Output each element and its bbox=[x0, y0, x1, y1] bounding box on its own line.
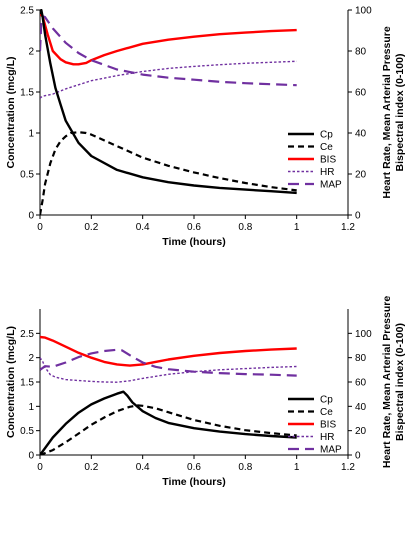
x-tick-label: 1.2 bbox=[341, 222, 355, 233]
y2-tick-label: 80 bbox=[355, 47, 367, 58]
y2-axis-title-line2: Bispectral index (0-100) bbox=[394, 323, 406, 441]
y-axis-title: Concentration (mcg/L) bbox=[5, 326, 17, 438]
series-line-cp bbox=[40, 9, 297, 195]
y2-axis-title-line1: Heart Rate, Mean Arterial Pressure bbox=[381, 26, 393, 199]
y2-tick-label: 60 bbox=[355, 378, 367, 389]
series-line-ce bbox=[40, 131, 297, 215]
x-tick-label: 0.2 bbox=[84, 222, 98, 233]
y-tick-label: 1 bbox=[28, 129, 34, 140]
x-tick-label: 0.6 bbox=[187, 462, 201, 473]
x-tick-label: 0.8 bbox=[238, 462, 252, 473]
y2-tick-label: 60 bbox=[355, 88, 367, 99]
legend-label-ce: Ce bbox=[320, 142, 333, 153]
y2-tick-label: 0 bbox=[355, 211, 361, 222]
y-tick-label: 2 bbox=[28, 353, 34, 364]
x-tick-label: 0.4 bbox=[136, 462, 150, 473]
y2-axis-title-line2: Bispectral index (0-100) bbox=[394, 54, 406, 172]
y2-tick-label: 100 bbox=[355, 6, 372, 17]
series-line-hr bbox=[40, 60, 297, 99]
legend-label-hr: HR bbox=[320, 432, 334, 443]
series-line-ce bbox=[40, 404, 297, 455]
legend-label-ce: Ce bbox=[320, 407, 333, 418]
x-axis-title: Time (hours) bbox=[162, 476, 225, 488]
y-tick-label: 1 bbox=[28, 402, 34, 413]
series-line-hr bbox=[40, 357, 297, 383]
y-tick-label: 0 bbox=[28, 211, 34, 222]
y-tick-label: 0.5 bbox=[20, 170, 34, 181]
series-line-bis bbox=[40, 13, 297, 66]
x-tick-label: 0.2 bbox=[84, 462, 98, 473]
x-tick-label: 0 bbox=[37, 222, 43, 233]
x-tick-label: 0.6 bbox=[187, 222, 201, 233]
y-tick-label: 1.5 bbox=[20, 88, 34, 99]
y2-axis-title-line1: Heart Rate, Mean Arterial Pressure bbox=[381, 296, 393, 469]
legend-label-map: MAP bbox=[320, 445, 342, 456]
y-tick-label: 0.5 bbox=[20, 426, 34, 437]
chart-panel-1: 0 0.2 0.4 0.6 0.8 1 1.200.511.522.502040608010… bbox=[5, 6, 406, 249]
x-tick-label: 0.4 bbox=[136, 222, 150, 233]
y2-tick-label: 40 bbox=[355, 129, 367, 140]
series-line-map bbox=[40, 348, 297, 377]
y-tick-label: 2.5 bbox=[20, 6, 34, 17]
legend-label-cp: Cp bbox=[320, 130, 333, 141]
legend-label-bis: BIS bbox=[320, 420, 336, 431]
y2-tick-label: 80 bbox=[355, 353, 367, 364]
legend-label-map: MAP bbox=[320, 180, 342, 191]
series-line-cp bbox=[40, 390, 297, 455]
y-axis-title: Concentration (mcg/L) bbox=[5, 57, 17, 169]
y2-tick-label: 20 bbox=[355, 170, 367, 181]
x-tick-label: 1 bbox=[294, 222, 300, 233]
y-tick-label: 1.5 bbox=[20, 378, 34, 389]
y-tick-label: 0 bbox=[28, 451, 34, 462]
series-line-map bbox=[40, 15, 297, 87]
x-tick-label: 0 bbox=[37, 462, 43, 473]
legend-label-cp: Cp bbox=[320, 395, 333, 406]
y2-tick-label: 0 bbox=[355, 451, 361, 462]
legend-label-hr: HR bbox=[320, 167, 334, 178]
y-tick-label: 2.5 bbox=[20, 329, 34, 340]
series-line-bis bbox=[40, 335, 297, 367]
y2-tick-label: 20 bbox=[355, 426, 367, 437]
chart-panel-2: 0 0.2 0.4 0.6 0.8 1 1.200.511.522.502040608010… bbox=[5, 296, 406, 488]
y2-tick-label: 100 bbox=[355, 329, 372, 340]
x-tick-label: 0.8 bbox=[238, 222, 252, 233]
y-tick-label: 2 bbox=[28, 47, 34, 58]
legend-label-bis: BIS bbox=[320, 155, 336, 166]
x-tick-label: 1.2 bbox=[341, 462, 355, 473]
x-axis-title: Time (hours) bbox=[162, 236, 225, 248]
x-tick-label: 1 bbox=[294, 462, 300, 473]
y2-tick-label: 40 bbox=[355, 402, 367, 413]
